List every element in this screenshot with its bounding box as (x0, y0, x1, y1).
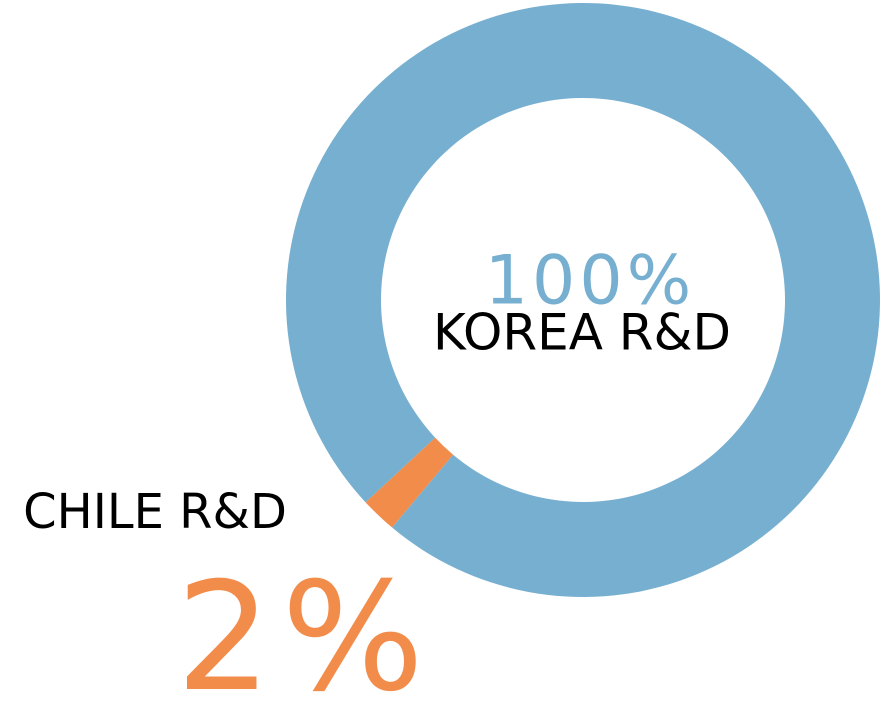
slice (286, 3, 881, 598)
category-label: CHILE R&D (23, 484, 287, 540)
donut (286, 3, 881, 598)
value-label: 2% (176, 551, 434, 724)
value-label: 100% (485, 242, 695, 321)
category-label: KOREA R&D (433, 304, 731, 362)
slice (365, 437, 454, 528)
